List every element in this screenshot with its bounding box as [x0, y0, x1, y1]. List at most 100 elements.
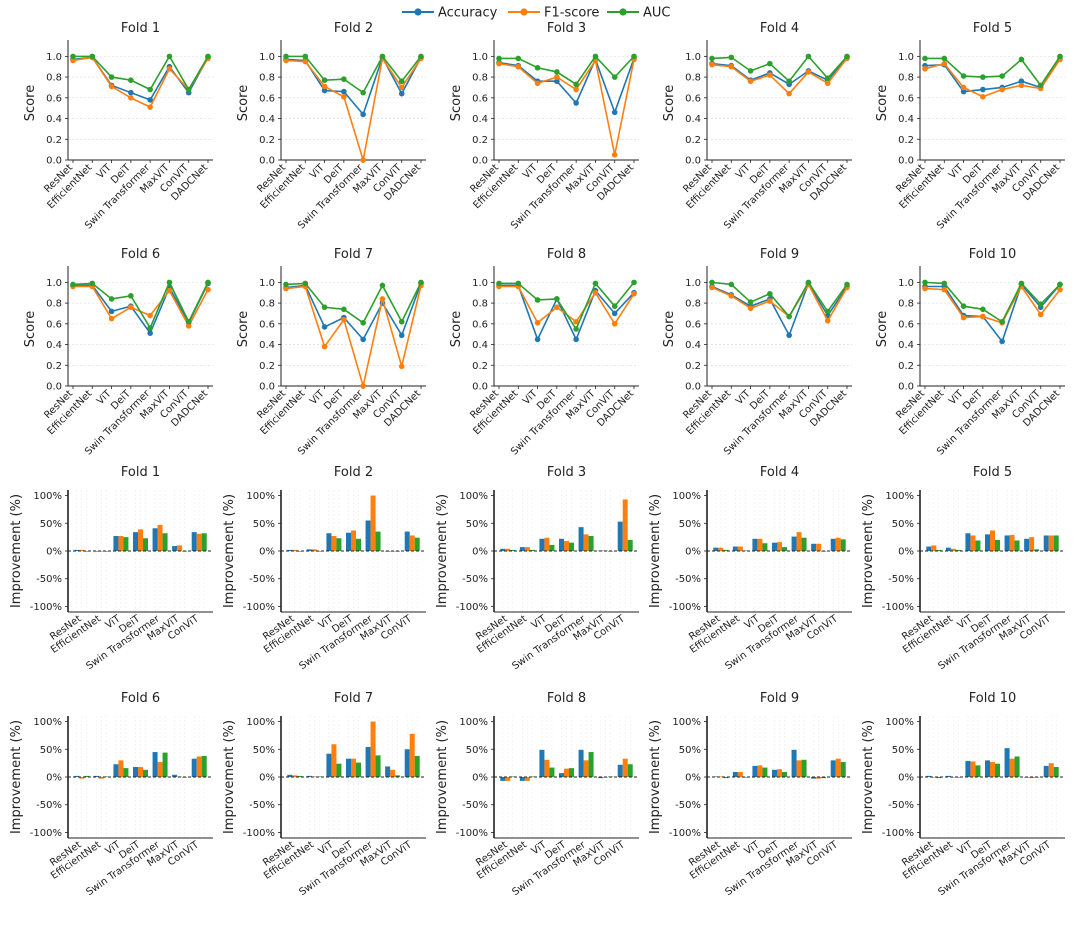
improvement-fold-6-bar-f1-score [196, 756, 202, 777]
score-fold-10-line-accuracy [925, 282, 1061, 344]
improvement-fold-1-bar-f1-score [98, 551, 104, 552]
improvement-fold-6-ytick-label: -100% [30, 828, 62, 839]
improvement-fold-10-bar-accuracy [965, 760, 971, 777]
score-fold-1-title: Fold 1 [121, 21, 160, 36]
legend-label-auc: AUC [643, 6, 671, 21]
improvement-fold-2-bar-auc [297, 551, 303, 552]
improvement-fold-4-ytick-label: -50% [675, 574, 701, 585]
score-fold-10-point-f1-score [1057, 286, 1063, 293]
improvement-fold-9-bar-f1-score [737, 772, 743, 777]
score-fold-1-point-accuracy [128, 89, 134, 96]
score-fold-5-point-f1-score [960, 84, 967, 91]
improvement-fold-9-bar-f1-score [796, 760, 802, 777]
improvement-fold-3-bar-f1-score [544, 537, 550, 551]
score-fold-6-point-auc [128, 293, 134, 299]
score-fold-9-point-accuracy [786, 332, 792, 339]
improvement-fold-6-bar-auc [162, 752, 168, 777]
legend: Accuracy F1-score AUC [402, 6, 671, 21]
score-fold-4-ylabel: Score [662, 85, 677, 121]
improvement-fold-9-bar-accuracy [752, 765, 758, 777]
improvement-fold-7-bar-accuracy [404, 749, 410, 777]
score-fold-4-point-auc [747, 68, 754, 74]
improvement-fold-9-bar-f1-score [777, 769, 782, 777]
score-fold-10-point-auc [1018, 280, 1025, 287]
score-fold-10-point-f1-score [980, 313, 986, 320]
score-fold-3-point-f1-score [496, 60, 502, 67]
score-fold-7-point-accuracy [398, 332, 405, 339]
score-fold-5-ytick-label: 0.4 [898, 114, 914, 125]
score-fold-8-title: Fold 8 [547, 247, 586, 262]
improvement-fold-7-bar-accuracy [326, 753, 332, 777]
improvement-fold-8-bar-auc [549, 767, 555, 777]
score-fold-8-ytick-label: 0.6 [472, 319, 488, 330]
score-fold-9-line-accuracy [711, 281, 848, 338]
improvement-fold-7-bar-f1-score [292, 775, 298, 777]
improvement-fold-6-bar-auc [143, 769, 148, 777]
improvement-fold-10-bar-f1-score [931, 777, 937, 778]
improvement-fold-8-ytick-label: -50% [462, 800, 488, 811]
improvement-fold-6-bar-accuracy [133, 767, 138, 777]
improvement-fold-6-title: Fold 6 [121, 691, 160, 706]
score-fold-6-ytick-label: 1.0 [46, 278, 62, 289]
score-fold-5-point-auc [1018, 56, 1025, 63]
improvement-fold-7-bar-f1-score [390, 769, 396, 777]
score-fold-2-line-f1-score [285, 56, 422, 161]
score-fold-8-point-auc [573, 326, 579, 332]
improvement-fold-1-ytick-label: -50% [36, 574, 62, 585]
improvement-fold-2-ylabel: Improvement (%) [222, 494, 237, 608]
improvement-fold-1-bar-f1-score [196, 533, 202, 551]
improvement-fold-1-bar-accuracy [113, 536, 119, 551]
improvement-fold-5-bar-auc [936, 549, 942, 551]
improvement-fold-5-bar-f1-score [970, 535, 976, 551]
score-fold-8-point-accuracy [573, 336, 579, 343]
score-fold-1-line-auc [73, 54, 209, 92]
score-fold-10-point-f1-score [922, 285, 928, 292]
improvement-fold-7-ytick-label: 100% [246, 717, 275, 728]
improvement-fold-4-bar-accuracy [830, 538, 836, 551]
score-fold-5-point-auc [960, 73, 967, 79]
improvement-fold-5-bar-auc [1034, 549, 1040, 551]
score-fold-3-point-auc [554, 69, 560, 75]
score-fold-9-ytick-label: 0.2 [685, 361, 701, 372]
score-fold-1-point-f1-score [147, 104, 153, 110]
improvement-fold-7-bar-accuracy [287, 774, 293, 777]
improvement-fold-9-bar-f1-score [757, 765, 763, 777]
score-fold-8-ylabel: Score [449, 311, 464, 347]
improvement-fold-10-bar-f1-score [1029, 777, 1035, 779]
score-fold-9-ylabel: Score [662, 311, 677, 347]
score-fold-2-point-accuracy [321, 87, 328, 94]
improvement-fold-5-bar-f1-score [1009, 534, 1015, 551]
improvement-fold-8-bar-f1-score [622, 758, 628, 777]
score-fold-9-ytick-label: 1.0 [685, 278, 701, 289]
improvement-fold-9-bar-auc [801, 759, 807, 777]
improvement-fold-10-bar-auc [995, 763, 1000, 777]
score-fold-7-point-auc [398, 318, 405, 325]
score-fold-7-point-f1-score [321, 343, 328, 350]
score-fold-10-ylabel: Score [875, 311, 890, 347]
improvement-fold-8-bar-auc [569, 768, 574, 777]
score-fold-9-point-auc [728, 281, 735, 288]
improvement-fold-7-bar-auc [356, 762, 361, 777]
score-fold-5-ytick-label: 0.6 [898, 93, 914, 104]
score-fold-6-point-f1-score [108, 315, 115, 322]
score-fold-8-point-f1-score [631, 290, 637, 297]
score-fold-2-ytick-label: 0.0 [259, 156, 275, 167]
score-fold-2-point-auc [302, 53, 309, 60]
improvement-fold-1-bar-f1-score [79, 549, 85, 551]
improvement-fold-8-bar-auc [510, 776, 516, 778]
score-fold-3-ylabel: Score [449, 85, 464, 121]
score-fold-6-title: Fold 6 [121, 247, 160, 262]
improvement-fold-6-ytick-label: 0% [46, 773, 62, 784]
improvement-fold-1-bar-accuracy [172, 546, 178, 551]
improvement-fold-2-bar-auc [414, 537, 420, 551]
improvement-fold-4-bar-f1-score [718, 547, 724, 551]
improvement-fold-6-ytick-label: -50% [36, 800, 62, 811]
improvement-fold-7-bar-accuracy [385, 766, 391, 777]
improvement-fold-7-bar-auc [336, 763, 342, 777]
score-fold-4-point-f1-score [805, 69, 812, 75]
score-fold-3-ytick-label: 0.4 [472, 114, 488, 125]
score-fold-10-point-auc [999, 318, 1005, 325]
improvement-fold-2-ytick-label: 100% [246, 491, 275, 502]
